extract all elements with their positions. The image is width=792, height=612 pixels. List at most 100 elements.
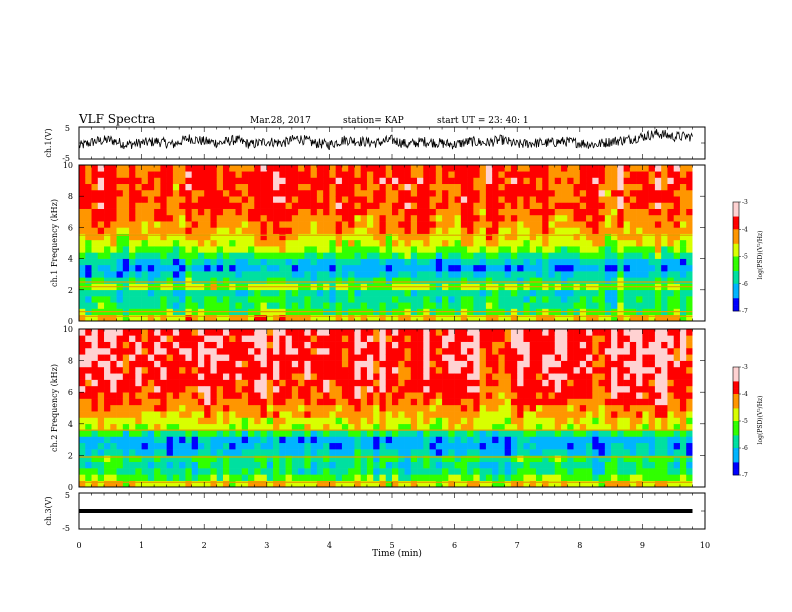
spectrogram-cell xyxy=(216,171,224,178)
spectrogram-cell xyxy=(604,165,612,172)
spectrogram-cell xyxy=(504,449,512,456)
spectrogram-cell xyxy=(617,296,624,303)
spectrogram-cell xyxy=(273,360,280,368)
spectrogram-cell xyxy=(598,239,606,247)
spectrogram-cell xyxy=(404,423,412,431)
spectrogram-cell xyxy=(429,449,437,456)
spectrogram-cell xyxy=(260,385,268,393)
spectrogram-cell xyxy=(104,335,111,342)
spectrogram-cell xyxy=(617,233,624,241)
spectrogram-cell xyxy=(529,239,537,247)
spectrogram-cell xyxy=(567,296,574,303)
spectrogram-cell xyxy=(529,373,537,380)
spectrogram-cell xyxy=(567,289,574,297)
spectrogram-cell xyxy=(686,246,693,253)
spectrogram-cell xyxy=(348,404,355,412)
spectrogram-cell xyxy=(548,461,556,469)
spectrogram-cell xyxy=(154,214,161,222)
spectrogram-cell xyxy=(79,430,86,437)
spectrogram-cell xyxy=(417,246,424,253)
spectrogram-cell xyxy=(535,329,543,336)
spectrogram-cell xyxy=(122,227,130,234)
spectrogram-cell xyxy=(492,221,499,228)
spectrogram-cell xyxy=(298,246,305,253)
spectrogram-cell xyxy=(329,411,336,418)
spectrogram-cell xyxy=(273,202,280,209)
spectrogram-cell xyxy=(316,442,324,450)
spectrogram-cell xyxy=(373,354,380,361)
spectrogram-cell xyxy=(235,335,243,342)
spectrogram-cell xyxy=(135,335,142,342)
spectrogram-cell xyxy=(473,165,480,172)
spectrogram-cell xyxy=(479,329,487,336)
spectrogram-cell xyxy=(673,302,681,309)
spectrogram-cell xyxy=(260,289,268,297)
spectrogram-cell xyxy=(423,392,430,399)
spectrogram-cell xyxy=(448,208,455,216)
spectrogram-cell xyxy=(354,296,361,303)
spectrogram-cell xyxy=(510,430,518,437)
spectrogram-cell xyxy=(216,373,224,380)
spectrogram-cell xyxy=(141,480,149,488)
spectrogram-cell xyxy=(298,252,305,259)
spectrogram-cell xyxy=(235,404,243,412)
spectrogram-cell xyxy=(85,449,92,456)
spectrogram-cell xyxy=(429,461,437,469)
spectrogram-cell xyxy=(410,329,418,336)
spectrogram-cell xyxy=(604,233,612,241)
spectrogram-cell xyxy=(310,189,318,197)
spectrogram-cell xyxy=(485,296,493,303)
spectrogram-cell xyxy=(248,354,255,361)
spectrogram-cell xyxy=(210,442,218,450)
spectrogram-cell xyxy=(91,480,99,488)
spectrogram-cell xyxy=(304,335,311,342)
spectrogram-cell xyxy=(667,264,674,272)
spectrogram-cell xyxy=(354,221,361,228)
spectrogram-cell xyxy=(291,258,299,266)
spectrogram-cell xyxy=(611,417,618,425)
spectrogram-cell xyxy=(222,171,230,178)
spectrogram-cell xyxy=(291,335,299,342)
spectrogram-cell xyxy=(592,404,599,412)
spectrogram-cell xyxy=(304,379,311,387)
spectrogram-cell xyxy=(285,246,293,253)
colorbar-swatch xyxy=(733,216,739,219)
spectrogram-cell xyxy=(254,379,261,387)
spectrogram-cell xyxy=(354,329,361,336)
spectrogram-cell xyxy=(636,289,643,297)
spectrogram-cell xyxy=(548,233,556,241)
spectrogram-cell xyxy=(323,335,330,342)
spectrogram-cell xyxy=(561,398,568,406)
spectrogram-cell xyxy=(492,165,499,172)
spectrogram-cell xyxy=(197,202,205,209)
colorbar-swatch xyxy=(733,271,739,274)
spectrogram-cell xyxy=(554,379,562,387)
colorbar-swatch xyxy=(733,281,739,285)
spectrogram-cell xyxy=(542,436,549,444)
spectrogram-cell xyxy=(604,335,612,342)
spectrogram-cell xyxy=(529,366,537,374)
spectrogram-cell xyxy=(479,474,487,481)
spectrogram-cell xyxy=(460,264,468,272)
spectrogram-cell xyxy=(410,202,418,209)
spectrogram-cell xyxy=(392,347,399,355)
spectrogram-cell xyxy=(172,183,180,191)
spectrogram-cell xyxy=(154,468,161,475)
spectrogram-cell xyxy=(673,165,681,172)
spectrogram-cell xyxy=(91,379,99,387)
spectrogram-cell xyxy=(316,314,324,322)
spectrogram-cell xyxy=(229,196,236,203)
spectrogram-cell xyxy=(611,373,618,380)
spectrogram-cell xyxy=(442,171,449,178)
spectrogram-cell xyxy=(479,360,487,368)
spectrogram-cell xyxy=(279,417,286,425)
spectrogram-cell xyxy=(254,329,261,336)
spectrogram-cell xyxy=(273,246,280,253)
spectrogram-cell xyxy=(435,417,443,425)
spectrogram-cell xyxy=(273,404,280,412)
spectrogram-cell xyxy=(510,214,518,222)
spectrogram-cell xyxy=(291,183,299,191)
spectrogram-cell xyxy=(504,455,512,463)
spectrogram-cell xyxy=(535,189,543,197)
spectrogram-cell xyxy=(510,442,518,450)
